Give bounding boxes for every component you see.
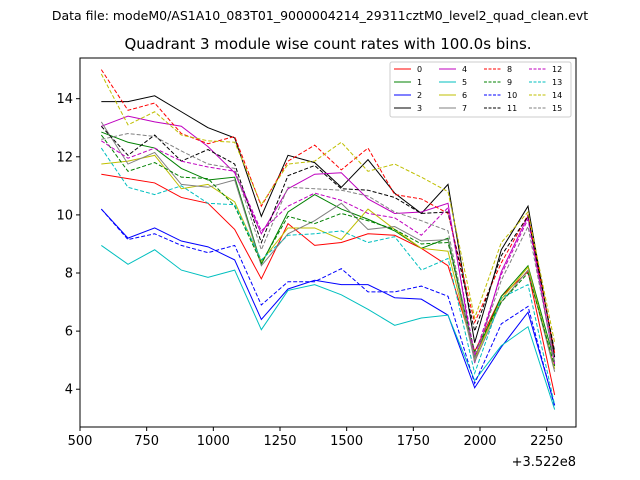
series-line-15 xyxy=(101,133,556,364)
series-line-8 xyxy=(100,69,556,354)
y-tick-label: 12 xyxy=(56,150,73,165)
legend-label-4: 4 xyxy=(462,65,467,74)
legend-label-8: 8 xyxy=(507,65,512,74)
series-line-3 xyxy=(101,95,556,358)
series-line-10 xyxy=(100,208,556,407)
legend-label-11: 11 xyxy=(507,104,517,113)
series-line-2 xyxy=(100,208,556,406)
legend-label-7: 7 xyxy=(462,104,467,113)
legend-label-1: 1 xyxy=(417,78,422,87)
x-tick-label: 500 xyxy=(68,434,93,449)
legend-label-15: 15 xyxy=(552,104,562,113)
series-line-14 xyxy=(100,73,556,343)
series-line-12 xyxy=(101,140,556,365)
series-line-7 xyxy=(100,121,556,372)
legend-label-13: 13 xyxy=(552,78,562,87)
x-tick-label: 750 xyxy=(134,434,159,449)
x-tick-label: 2250 xyxy=(530,434,563,449)
x-offset-label: +3.522e8 xyxy=(512,455,576,470)
series-line-5 xyxy=(101,245,556,410)
legend-label-12: 12 xyxy=(552,65,562,74)
x-tick-label: 1250 xyxy=(263,434,296,449)
series-line-13 xyxy=(100,147,556,406)
series-line-6 xyxy=(101,154,556,370)
y-tick-label: 4 xyxy=(65,383,73,398)
legend-label-14: 14 xyxy=(552,91,562,100)
y-tick-label: 8 xyxy=(65,267,73,282)
y-axis: 4 6 8 10 12 14 xyxy=(56,92,80,398)
legend-label-6: 6 xyxy=(462,91,467,100)
y-tick-label: 10 xyxy=(56,208,73,223)
legend-label-3: 3 xyxy=(417,104,422,113)
legend-label-0: 0 xyxy=(417,65,422,74)
series-line-9 xyxy=(100,134,556,367)
series-line-11 xyxy=(100,125,556,352)
x-tick-label: 1750 xyxy=(397,434,430,449)
x-tick-label: 1500 xyxy=(330,434,363,449)
legend-label-2: 2 xyxy=(417,91,422,100)
x-tick-label: 1000 xyxy=(197,434,230,449)
chart-title: Quadrant 3 module wise count rates with … xyxy=(124,35,531,53)
axes-frame xyxy=(79,57,577,428)
y-tick-label: 14 xyxy=(56,92,73,107)
file-suptitle: Data file: modeM0/AS1A10_083T01_90000042… xyxy=(52,8,588,23)
legend-label-9: 9 xyxy=(507,78,512,87)
legend-label-5: 5 xyxy=(462,78,467,87)
legend-label-10: 10 xyxy=(507,91,517,100)
y-tick-label: 6 xyxy=(65,325,73,340)
legend-box xyxy=(389,61,572,118)
plot-area xyxy=(100,69,556,410)
x-axis: 500 750 1000 1250 1500 1750 2000 2250 xyxy=(68,427,563,449)
x-tick-label: 2000 xyxy=(463,434,496,449)
